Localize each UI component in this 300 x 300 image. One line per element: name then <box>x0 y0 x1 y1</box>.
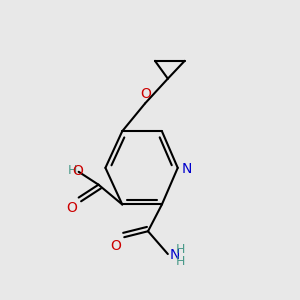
Text: O: O <box>141 88 152 101</box>
Text: O: O <box>66 200 77 214</box>
Text: N: N <box>182 162 192 176</box>
Text: H: H <box>176 256 185 268</box>
Text: H: H <box>176 243 185 256</box>
Text: O: O <box>72 164 83 178</box>
Text: O: O <box>110 239 121 253</box>
Text: N: N <box>170 248 180 262</box>
Text: H: H <box>67 164 77 177</box>
